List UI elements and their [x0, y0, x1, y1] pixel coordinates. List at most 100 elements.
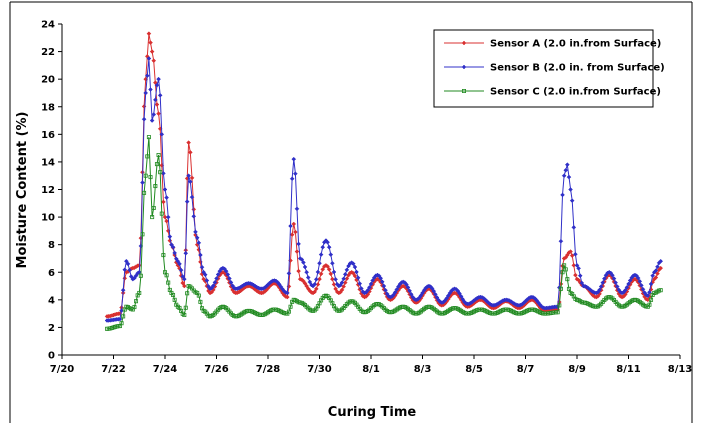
- data-point: [555, 310, 560, 315]
- data-point: [161, 253, 166, 258]
- data-point: [658, 258, 664, 264]
- data-point: [172, 297, 177, 302]
- data-point: [117, 316, 123, 322]
- data-point: [146, 56, 152, 61]
- data-point: [154, 162, 159, 167]
- data-point: [379, 279, 385, 285]
- data-point: [573, 251, 578, 257]
- data-point: [649, 297, 654, 302]
- data-point: [159, 211, 164, 216]
- data-point: [330, 276, 335, 282]
- data-point: [352, 264, 358, 270]
- data-point: [320, 244, 326, 250]
- y-tick-label: 12: [41, 185, 55, 196]
- data-point: [122, 275, 128, 281]
- data-point: [148, 175, 153, 180]
- data-point: [640, 286, 646, 292]
- data-point: [576, 266, 581, 271]
- legend-swatch-marker: [461, 64, 467, 70]
- x-tick-label: 7/22: [101, 364, 126, 375]
- data-point: [313, 277, 319, 282]
- data-point: [140, 232, 145, 237]
- data-point: [296, 241, 301, 247]
- data-point: [189, 175, 195, 181]
- y-tick-label: 14: [41, 157, 55, 168]
- y-tick-label: 0: [48, 351, 55, 362]
- data-point: [183, 305, 188, 310]
- x-tick-label: 8/13: [668, 364, 693, 375]
- data-point: [228, 280, 234, 285]
- data-point: [162, 214, 168, 220]
- data-point: [333, 286, 338, 292]
- data-point: [142, 190, 147, 195]
- data-point: [564, 162, 570, 168]
- data-point: [172, 250, 178, 256]
- x-axis-title: Curing Time: [328, 405, 417, 420]
- data-point: [566, 174, 572, 180]
- data-point: [307, 279, 313, 285]
- x-tick-label: 7/20: [50, 364, 75, 375]
- data-point: [330, 260, 335, 266]
- y-tick-label: 20: [41, 75, 55, 86]
- data-point: [156, 76, 161, 82]
- data-point: [187, 150, 193, 155]
- data-point: [145, 154, 150, 159]
- data-point: [404, 282, 409, 287]
- y-tick-label: 10: [41, 213, 55, 224]
- data-point: [565, 277, 570, 282]
- data-point: [202, 272, 208, 278]
- data-point: [558, 286, 563, 291]
- y-tick-label: 22: [41, 47, 55, 58]
- data-point: [121, 314, 126, 319]
- series-line: [107, 137, 661, 330]
- data-point: [574, 263, 580, 268]
- data-point: [602, 276, 607, 281]
- data-point: [291, 221, 297, 227]
- data-point: [186, 173, 191, 179]
- series-a: [104, 31, 664, 319]
- data-point: [315, 269, 321, 275]
- data-point: [181, 276, 187, 282]
- data-point: [305, 275, 311, 280]
- data-point: [368, 281, 374, 287]
- data-point: [214, 276, 219, 281]
- data-point: [645, 293, 651, 299]
- data-point: [185, 291, 190, 296]
- data-point: [394, 287, 400, 292]
- data-point: [627, 278, 633, 283]
- data-point: [326, 267, 332, 272]
- data-point: [577, 273, 583, 279]
- data-point: [196, 247, 202, 253]
- data-point: [653, 275, 659, 280]
- data-point: [320, 267, 326, 272]
- data-point: [225, 272, 231, 277]
- data-point: [357, 281, 363, 286]
- data-point: [611, 276, 617, 281]
- data-point: [350, 261, 356, 267]
- data-point: [156, 153, 161, 158]
- data-point: [193, 229, 198, 235]
- data-point: [658, 265, 664, 271]
- data-point: [212, 280, 218, 285]
- data-point: [655, 264, 660, 270]
- data-point: [120, 287, 126, 293]
- data-point: [164, 273, 169, 278]
- data-point: [378, 275, 384, 281]
- x-tick-label: 7/30: [307, 364, 332, 375]
- x-tick-label: 8/7: [517, 364, 535, 375]
- x-tick-label: 7/26: [204, 364, 229, 375]
- data-point: [165, 214, 171, 220]
- data-point: [152, 97, 158, 103]
- data-point: [198, 252, 203, 258]
- data-point: [164, 218, 169, 224]
- y-tick-label: 24: [41, 20, 55, 31]
- data-point: [344, 276, 350, 281]
- data-point: [658, 288, 663, 293]
- data-point: [171, 292, 176, 297]
- data-point: [162, 187, 168, 192]
- data-point: [299, 257, 305, 262]
- data-point: [610, 272, 615, 278]
- data-point: [405, 285, 411, 290]
- y-tick-label: 8: [48, 240, 55, 251]
- x-tick-label: 8/11: [616, 364, 641, 375]
